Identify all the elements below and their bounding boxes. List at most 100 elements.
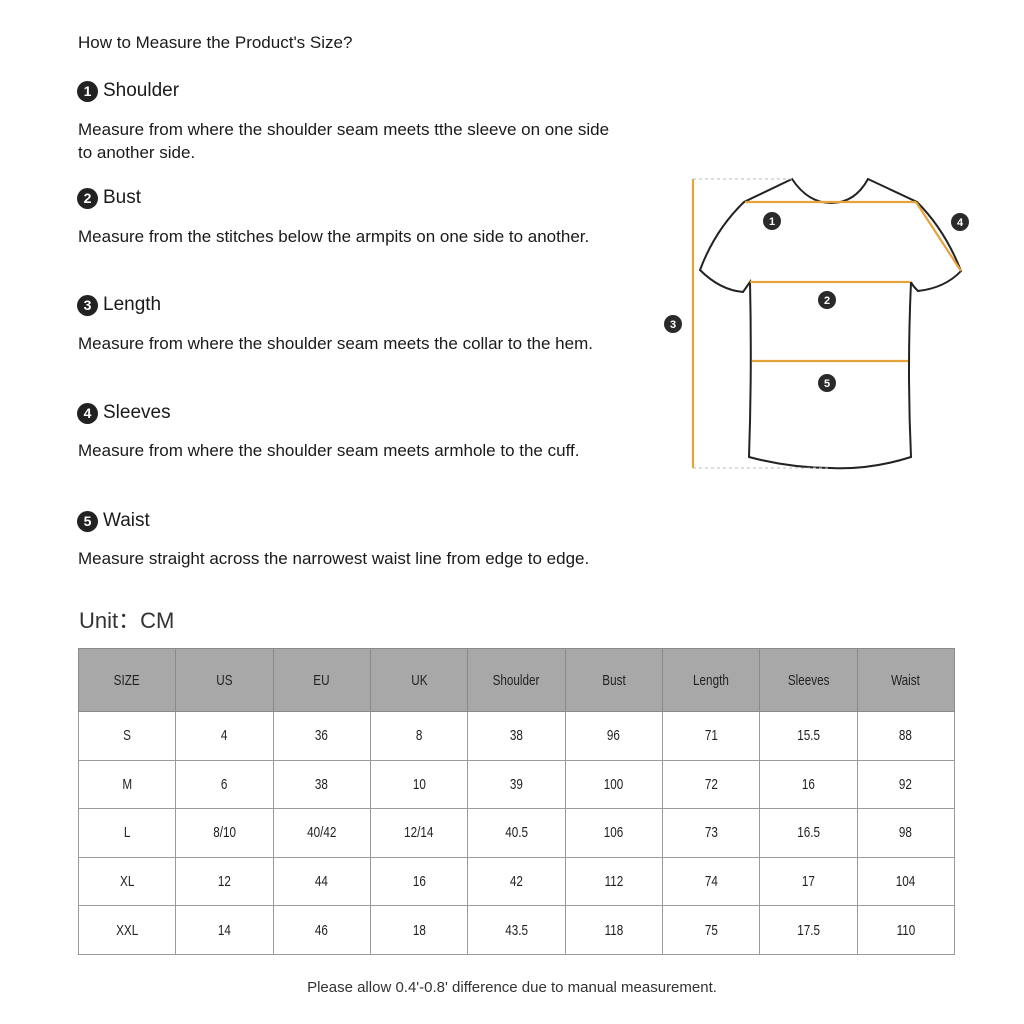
- section-heading-length: 3 Length: [77, 294, 161, 316]
- cell-value: 92: [899, 775, 913, 793]
- table-cell: XL: [77, 856, 177, 907]
- cell-value: 44: [315, 873, 329, 891]
- table-cell: 16: [369, 856, 469, 907]
- cell-value: 106: [604, 824, 624, 842]
- cell-value: 6: [221, 775, 228, 793]
- number-badge: 5: [77, 510, 98, 532]
- table-cell: 40.5: [467, 808, 566, 858]
- table-cell: 10: [369, 759, 469, 810]
- cell-value: XL: [120, 873, 135, 891]
- cell-value: 16: [801, 775, 815, 793]
- table-cell: 73: [661, 808, 761, 858]
- table-cell: 38: [272, 759, 371, 810]
- table-cell: 38: [467, 711, 566, 761]
- table-cell: 72: [661, 759, 761, 810]
- section-description: Measure from the stitches below the armp…: [78, 227, 590, 246]
- table-cell: 8: [369, 711, 469, 761]
- table-cell: 46: [272, 905, 371, 955]
- table-cell: 6: [175, 759, 274, 810]
- table-cell: 98: [856, 808, 956, 858]
- section-heading-label: Length: [103, 294, 162, 315]
- cell-value: 43.5: [505, 921, 528, 939]
- section-description: Measure straight across the narrowest wa…: [78, 549, 590, 568]
- column-header: Bust: [564, 648, 663, 712]
- table-row: XL 12 44 16 42 112 74 17 104: [77, 856, 956, 907]
- cell-value: 16: [412, 873, 426, 891]
- cell-value: L: [123, 824, 131, 842]
- cell-value: 98: [899, 824, 913, 842]
- column-header-label: SIZE: [114, 671, 141, 689]
- column-header: Length: [661, 648, 761, 712]
- cell-value: 112: [604, 873, 624, 891]
- table-row: L 8/10 40/42 12/14 40.5 106 73 16.5 98: [77, 808, 956, 858]
- table-cell: 104: [856, 856, 956, 907]
- cell-value: 46: [315, 921, 329, 939]
- unit-label: Unit：CM: [79, 608, 175, 633]
- marker-2-badge: [818, 291, 836, 309]
- column-header-label: Shoulder: [493, 671, 540, 689]
- marker-3-label: 3: [670, 319, 676, 331]
- marker-3-badge: [664, 315, 682, 333]
- table-cell: 18: [369, 905, 469, 955]
- column-header: US: [175, 648, 274, 712]
- column-header-label: Bust: [602, 671, 626, 689]
- table-cell: 71: [661, 711, 761, 761]
- table-row: XXL 14 46 18 43.5 118 75 17.5 110: [77, 905, 956, 955]
- cell-value: 110: [896, 921, 916, 939]
- table-cell: 92: [856, 759, 956, 810]
- cell-value: 38: [509, 727, 523, 745]
- section-description: Measure from where the shoulder seam mee…: [78, 441, 580, 460]
- table-cell: S: [77, 711, 177, 761]
- cell-value: 18: [412, 921, 426, 939]
- table-row: S 4 36 8 38 96 71 15.5 88: [77, 711, 956, 761]
- cell-value: S: [123, 727, 132, 745]
- section-description: Measure from where the shoulder seam mee…: [78, 334, 593, 353]
- table-cell: 40/42: [272, 808, 371, 858]
- section-heading-sleeves: 4 Sleeves: [77, 402, 171, 424]
- column-header-label: UK: [411, 671, 428, 689]
- table-cell: 12: [175, 856, 274, 907]
- table-cell: L: [77, 808, 177, 858]
- cell-value: M: [122, 775, 133, 793]
- section-heading-label: Waist: [103, 510, 150, 531]
- cell-value: 71: [704, 727, 718, 745]
- column-header: SIZE: [77, 648, 177, 712]
- table-cell: 75: [661, 905, 761, 955]
- number-badge: 3: [77, 294, 98, 316]
- cell-value: 100: [604, 775, 624, 793]
- cell-value: 10: [412, 775, 426, 793]
- cell-value: 17.5: [797, 921, 820, 939]
- cell-value: 8: [415, 727, 423, 745]
- section-heading-shoulder: 1 Shoulder: [77, 80, 179, 102]
- cell-value: 12: [217, 873, 231, 891]
- column-header-label: US: [216, 671, 233, 689]
- cell-value: 40.5: [505, 824, 528, 842]
- cell-value: 15.5: [797, 727, 820, 745]
- column-header-label: Sleeves: [787, 671, 830, 689]
- column-header-label: EU: [313, 671, 330, 689]
- table-cell: 16: [759, 759, 858, 810]
- cell-value: 118: [604, 921, 624, 939]
- cell-value: 8/10: [213, 824, 236, 842]
- cell-value: 14: [217, 921, 231, 939]
- column-header-label: Length: [693, 671, 730, 689]
- measurement-note: Please allow 0.4'-0.8' difference due to…: [307, 979, 717, 996]
- table-cell: 15.5: [759, 711, 858, 761]
- table-cell: XXL: [77, 905, 177, 955]
- cell-value: 72: [704, 775, 718, 793]
- section-description: Measure from where the shoulder seam mee…: [78, 120, 610, 162]
- table-cell: 74: [661, 856, 761, 907]
- table-cell: 88: [856, 711, 956, 761]
- cell-value: 96: [607, 727, 621, 745]
- table-cell: M: [77, 759, 177, 810]
- marker-4-badge: [951, 213, 969, 231]
- table-cell: 14: [175, 905, 274, 955]
- cell-value: 73: [704, 824, 718, 842]
- cell-value: 42: [509, 873, 523, 891]
- marker-5-badge: [818, 374, 836, 392]
- table-cell: 4: [175, 711, 274, 761]
- table-cell: 12/14: [369, 808, 469, 858]
- column-header: Sleeves: [759, 648, 858, 712]
- cell-value: 17: [801, 873, 815, 891]
